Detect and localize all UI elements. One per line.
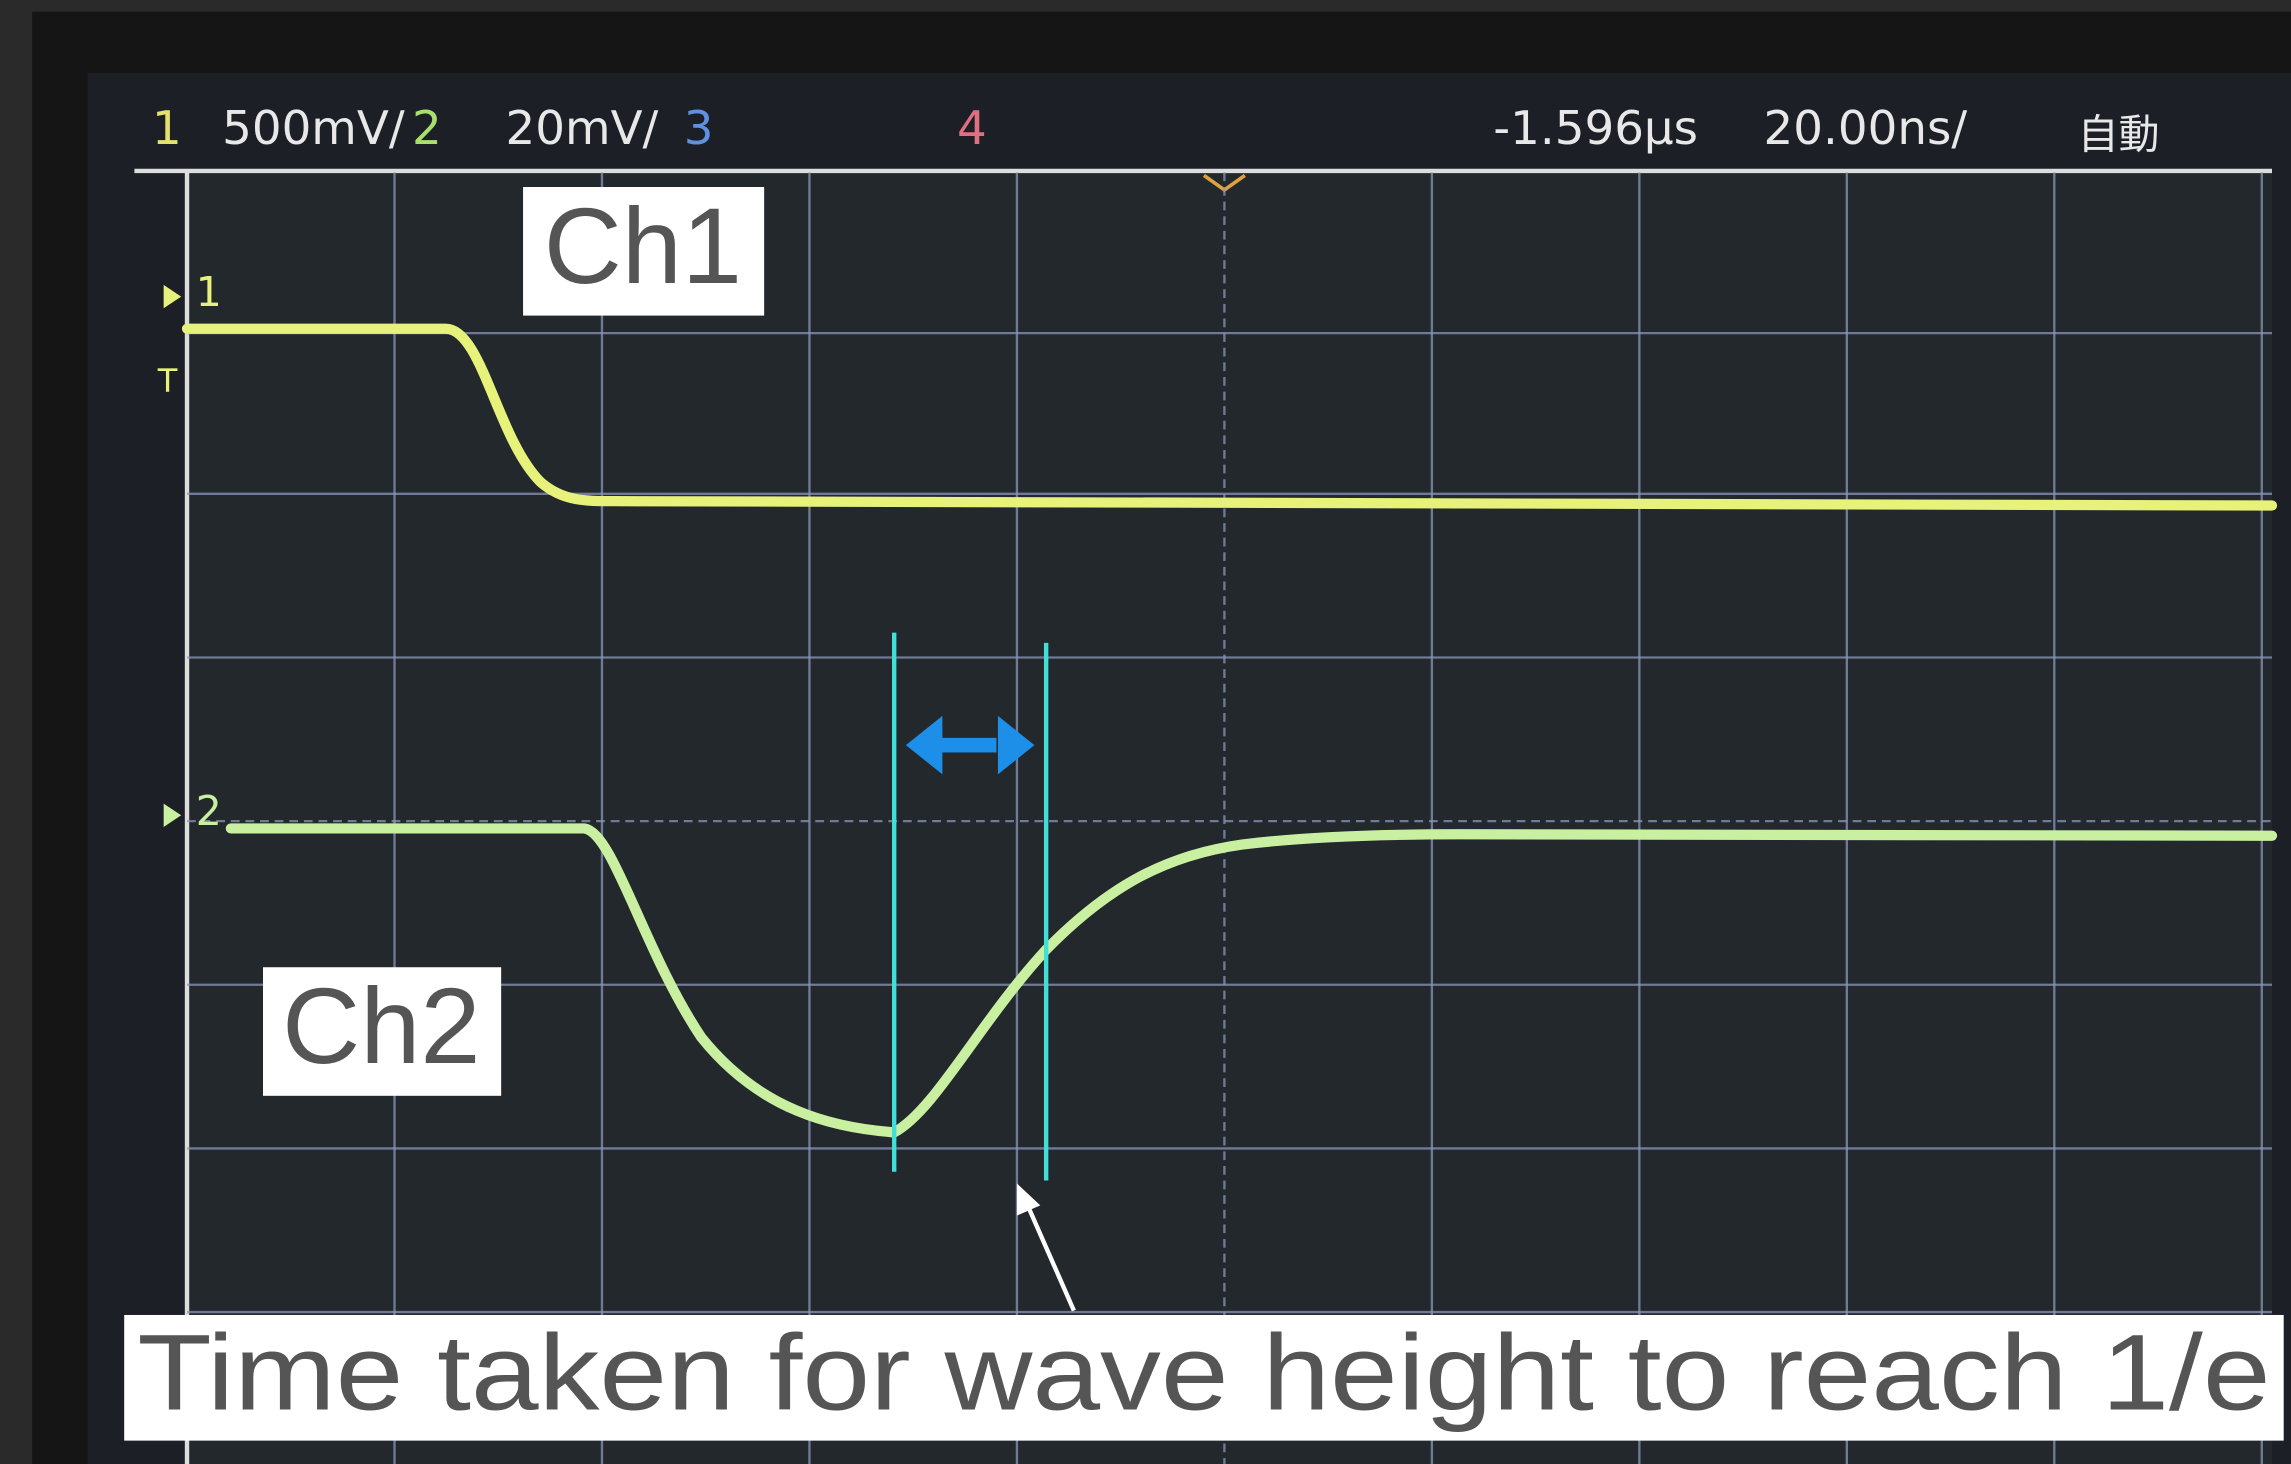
mode: 自動 bbox=[2078, 110, 2160, 158]
timebase: 20.00ns/ bbox=[1764, 102, 1968, 156]
trigger-marker: T bbox=[157, 362, 178, 400]
caption: Time taken for wave height to reach 1/e bbox=[137, 1311, 2270, 1432]
ch3-label: 3 bbox=[684, 102, 714, 156]
ch1-title: Ch1 bbox=[544, 185, 742, 306]
ch2-scale: 20mV/ bbox=[506, 102, 659, 156]
ch1-scale: 500mV/ bbox=[222, 102, 405, 156]
ch2-label: 2 bbox=[412, 102, 442, 156]
ch1-label: 1 bbox=[152, 102, 182, 156]
arrow-shaft bbox=[935, 738, 996, 753]
delay: -1.596µs bbox=[1493, 102, 1698, 156]
ch1-marker: 1 bbox=[196, 268, 222, 316]
oscilloscope-photo: 1 500mV/ 2 20mV/ 3 4 -1.596µs 20.00ns/ 自… bbox=[0, 0, 2291, 1464]
plot-area bbox=[187, 172, 2272, 1464]
ch4-label: 4 bbox=[957, 102, 987, 156]
ch2-title: Ch2 bbox=[282, 965, 480, 1086]
ch2-marker: 2 bbox=[196, 787, 222, 835]
